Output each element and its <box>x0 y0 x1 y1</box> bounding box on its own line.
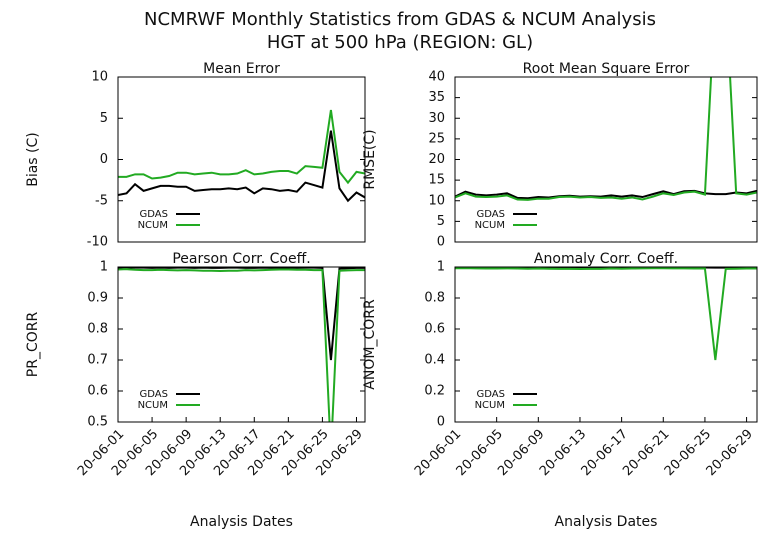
legend-label: NCUM <box>138 220 168 231</box>
series-line <box>455 267 757 361</box>
plot-frame <box>117 76 366 243</box>
legend-label: GDAS <box>140 389 168 400</box>
y-tick-label: 30 <box>428 111 445 126</box>
figure-title: NCMRWF Monthly Statistics from GDAS & NC… <box>144 9 656 30</box>
y-tick-label: 1 <box>100 260 108 275</box>
legend-label: GDAS <box>477 209 505 220</box>
y-tick-label: 5 <box>100 111 108 126</box>
y-tick-label: 0 <box>437 235 445 250</box>
y-tick-label: 0 <box>100 152 108 167</box>
y-tick-label: 0.4 <box>424 353 445 368</box>
y-tick-label: 1 <box>437 260 445 275</box>
y-tick-label: 0.5 <box>87 415 108 430</box>
y-tick-label: 0.6 <box>87 384 108 399</box>
y-tick-label: 15 <box>428 173 445 188</box>
y-tick-label: 5 <box>437 214 445 229</box>
legend-label: GDAS <box>140 209 168 220</box>
x-axis-label: Analysis Dates <box>190 514 293 530</box>
x-axis-label: Analysis Dates <box>555 514 658 530</box>
y-tick-label: 40 <box>428 70 445 85</box>
plot-frame <box>454 76 758 243</box>
y-tick-label: 0.9 <box>87 291 108 306</box>
legend-label: NCUM <box>138 400 168 411</box>
subplot-title: Root Mean Square Error <box>523 61 690 77</box>
y-axis-label: Bias (C) <box>25 132 41 187</box>
series-line <box>455 189 757 200</box>
y-tick-label: -10 <box>87 235 108 250</box>
series-line <box>118 267 365 361</box>
y-axis-label: PR_CORR <box>25 312 41 378</box>
y-axis-label: ANOM_CORR <box>362 299 378 390</box>
y-tick-label: 25 <box>428 131 445 146</box>
y-tick-label: 10 <box>91 70 108 85</box>
subplot-title: Anomaly Corr. Coeff. <box>534 251 678 267</box>
y-tick-label: 20 <box>428 152 445 167</box>
series-line <box>118 130 365 203</box>
legend-label: NCUM <box>475 220 505 231</box>
y-tick-label: 0.7 <box>87 353 108 368</box>
y-tick-label: 0.6 <box>424 322 445 337</box>
y-tick-label: 10 <box>428 193 445 208</box>
legend-label: GDAS <box>477 389 505 400</box>
series-line <box>118 109 365 185</box>
y-axis-label: RMSE(C) <box>362 129 378 189</box>
series-line <box>455 77 757 201</box>
legend-label: NCUM <box>475 400 505 411</box>
figure-subtitle: HGT at 500 hPa (REGION: GL) <box>267 32 533 53</box>
y-tick-label: 0.2 <box>424 384 445 399</box>
y-tick-label: 0.8 <box>424 291 445 306</box>
subplot-title: Mean Error <box>203 61 280 77</box>
series-line <box>118 268 365 422</box>
plot-frame <box>117 266 366 423</box>
plot-frame <box>454 266 758 423</box>
y-tick-label: -5 <box>95 193 108 208</box>
y-tick-label: 0.8 <box>87 322 108 337</box>
subplot-title: Pearson Corr. Coeff. <box>172 251 310 267</box>
y-tick-label: 0 <box>437 415 445 430</box>
y-tick-label: 35 <box>428 90 445 105</box>
